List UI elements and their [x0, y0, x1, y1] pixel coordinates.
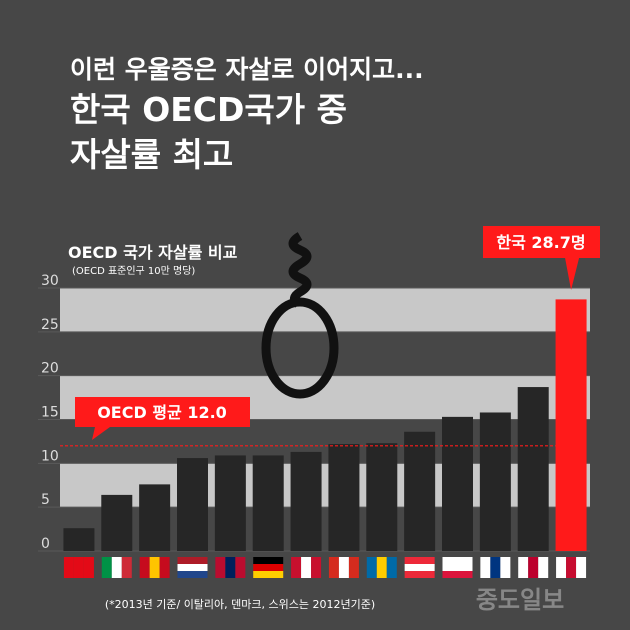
flag — [404, 557, 435, 564]
flag — [348, 557, 359, 578]
flag — [291, 557, 302, 578]
flag — [149, 557, 160, 578]
bar — [517, 387, 549, 551]
flag — [253, 564, 284, 571]
flag — [376, 557, 387, 578]
flag — [538, 557, 549, 578]
bar — [252, 455, 284, 551]
headline: 자살률 최고 — [70, 135, 233, 174]
flag — [63, 557, 74, 578]
bar — [442, 416, 473, 551]
flag — [328, 557, 339, 578]
bar — [214, 455, 246, 551]
bar — [290, 451, 322, 551]
y-tick-label: 25 — [41, 317, 59, 333]
flag — [490, 557, 501, 578]
flag — [121, 557, 132, 578]
annotation: 한국 28.7명 — [496, 233, 585, 252]
headline: 이런 우울증은 자살로 이어지고... — [70, 55, 424, 84]
flag — [177, 571, 208, 578]
flag — [338, 557, 349, 578]
flag — [215, 557, 226, 578]
headline: 한국 OECD국가 중 — [70, 90, 347, 129]
annotation: OECD 평균 12.0 — [97, 403, 227, 422]
y-tick-label: 5 — [41, 492, 50, 508]
plot: 0 5 10 15 20 25 30 OECD 평균 12.0 한국 28.7명 — [38, 226, 600, 578]
flag — [404, 571, 435, 578]
y-tick-label: 15 — [41, 405, 59, 421]
flag — [235, 557, 246, 578]
bar — [479, 412, 511, 551]
flag — [566, 557, 577, 578]
bar — [328, 444, 360, 551]
flag — [442, 571, 473, 578]
flag — [442, 564, 473, 571]
flag — [73, 557, 84, 578]
flag — [386, 557, 397, 578]
flag — [253, 571, 284, 578]
flag — [253, 557, 284, 564]
flag — [442, 557, 473, 564]
bar — [555, 299, 587, 551]
flag — [159, 557, 170, 578]
flag — [366, 557, 377, 578]
flag — [556, 557, 567, 578]
bar — [404, 431, 436, 551]
noose-icon — [261, 232, 339, 399]
flag — [139, 557, 150, 578]
y-tick-label: 10 — [41, 448, 59, 464]
bar — [177, 458, 208, 551]
watermark: 중도일보 — [476, 586, 564, 614]
y-tick-label: 0 — [41, 536, 50, 552]
y-tick-label: 20 — [41, 361, 59, 377]
flag — [518, 557, 529, 578]
y-tick-label: 30 — [41, 273, 59, 289]
bar — [139, 484, 171, 551]
callout — [483, 226, 600, 290]
flag — [301, 557, 312, 578]
bar — [101, 494, 133, 551]
flag — [177, 564, 208, 571]
footnote: (*2013년 기준/ 이탈리아, 덴마크, 스위스는 2012년기준) — [105, 598, 375, 611]
chart-title: OECD 국가 자살률 비교 — [68, 243, 238, 262]
chart-subtitle: (OECD 표준인구 10만 명당) — [72, 265, 195, 277]
flag — [500, 557, 511, 578]
flag — [480, 557, 491, 578]
flag — [225, 557, 236, 578]
flag — [311, 557, 322, 578]
flag — [528, 557, 539, 578]
bar — [366, 443, 398, 551]
flag — [101, 557, 112, 578]
bar — [63, 528, 95, 551]
callout — [75, 397, 250, 440]
flag — [111, 557, 122, 578]
flag — [576, 557, 587, 578]
flag — [83, 557, 94, 578]
flag — [404, 564, 435, 571]
flag — [177, 557, 208, 564]
